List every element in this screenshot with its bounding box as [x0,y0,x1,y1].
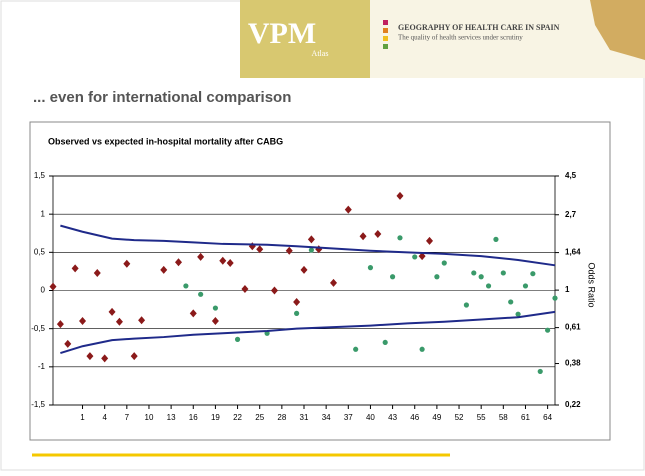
point [538,369,543,374]
y-tick-label: 1 [41,209,46,218]
y2-tick-label: 0,38 [565,359,581,368]
y2-axis-label: Odds Ratio [587,262,597,307]
point [383,340,388,345]
point [420,347,425,352]
x-tick-label: 37 [344,413,353,422]
y-tick-label: 1,5 [34,171,46,180]
logo-sub: Atlas [312,49,329,58]
point [442,260,447,265]
point [471,270,476,275]
logo-square [383,36,388,41]
y-tick-label: -1,5 [31,400,45,409]
point [397,235,402,240]
x-tick-label: 13 [167,413,176,422]
point [552,296,557,301]
point [412,254,417,259]
y-tick-label: 0 [41,286,46,295]
x-tick-label: 58 [499,413,508,422]
y-tick-label: 0,5 [34,247,46,256]
point [523,283,528,288]
point [493,237,498,242]
x-tick-label: 40 [366,413,375,422]
x-tick-label: 34 [322,413,331,422]
y2-tick-label: 1,64 [565,248,581,257]
point [545,328,550,333]
point [294,311,299,316]
point [198,292,203,297]
chart: VPM Atlas GEOGRAPHY OF HEALTH CARE IN SP… [0,0,645,471]
y2-tick-label: 4,5 [565,171,577,180]
chart-frame [30,122,610,440]
header-title: GEOGRAPHY OF HEALTH CARE IN SPAIN [398,23,560,32]
point [434,274,439,279]
x-tick-label: 19 [211,413,220,422]
point [479,274,484,279]
x-tick-label: 55 [477,413,486,422]
logo-square [383,44,388,49]
point [235,337,240,342]
logo-square [383,28,388,33]
x-tick-label: 64 [543,413,552,422]
header-subtitle: The quality of health services under scr… [398,34,523,42]
x-tick-label: 52 [455,413,464,422]
x-tick-label: 46 [410,413,419,422]
y-tick-label: -1 [38,362,46,371]
point [390,274,395,279]
y2-tick-label: 1 [565,285,570,294]
point [213,305,218,310]
x-tick-label: 25 [255,413,264,422]
y2-tick-label: 0,61 [565,323,581,332]
x-tick-label: 7 [125,413,130,422]
slide: VPM Atlas GEOGRAPHY OF HEALTH CARE IN SP… [0,0,645,471]
x-tick-label: 4 [102,413,107,422]
x-tick-label: 10 [145,413,154,422]
y2-tick-label: 2,7 [565,210,577,219]
point [486,283,491,288]
logo: VPM [248,17,316,50]
x-tick-label: 43 [388,413,397,422]
y2-tick-label: 0,22 [565,400,581,409]
chart-title: Observed vs expected in-hospital mortali… [48,136,283,146]
logo-square [383,20,388,25]
point [530,271,535,276]
x-tick-label: 16 [189,413,198,422]
point [464,302,469,307]
x-tick-label: 28 [277,413,286,422]
point [353,347,358,352]
point [501,270,506,275]
point [183,283,188,288]
x-tick-label: 49 [432,413,441,422]
x-tick-label: 31 [300,413,309,422]
y-tick-label: -0,5 [31,324,45,333]
point [368,265,373,270]
slide-heading: ... even for international comparison [33,89,291,106]
point [508,299,513,304]
x-tick-label: 1 [80,413,85,422]
x-tick-label: 61 [521,413,530,422]
x-tick-label: 22 [233,413,242,422]
